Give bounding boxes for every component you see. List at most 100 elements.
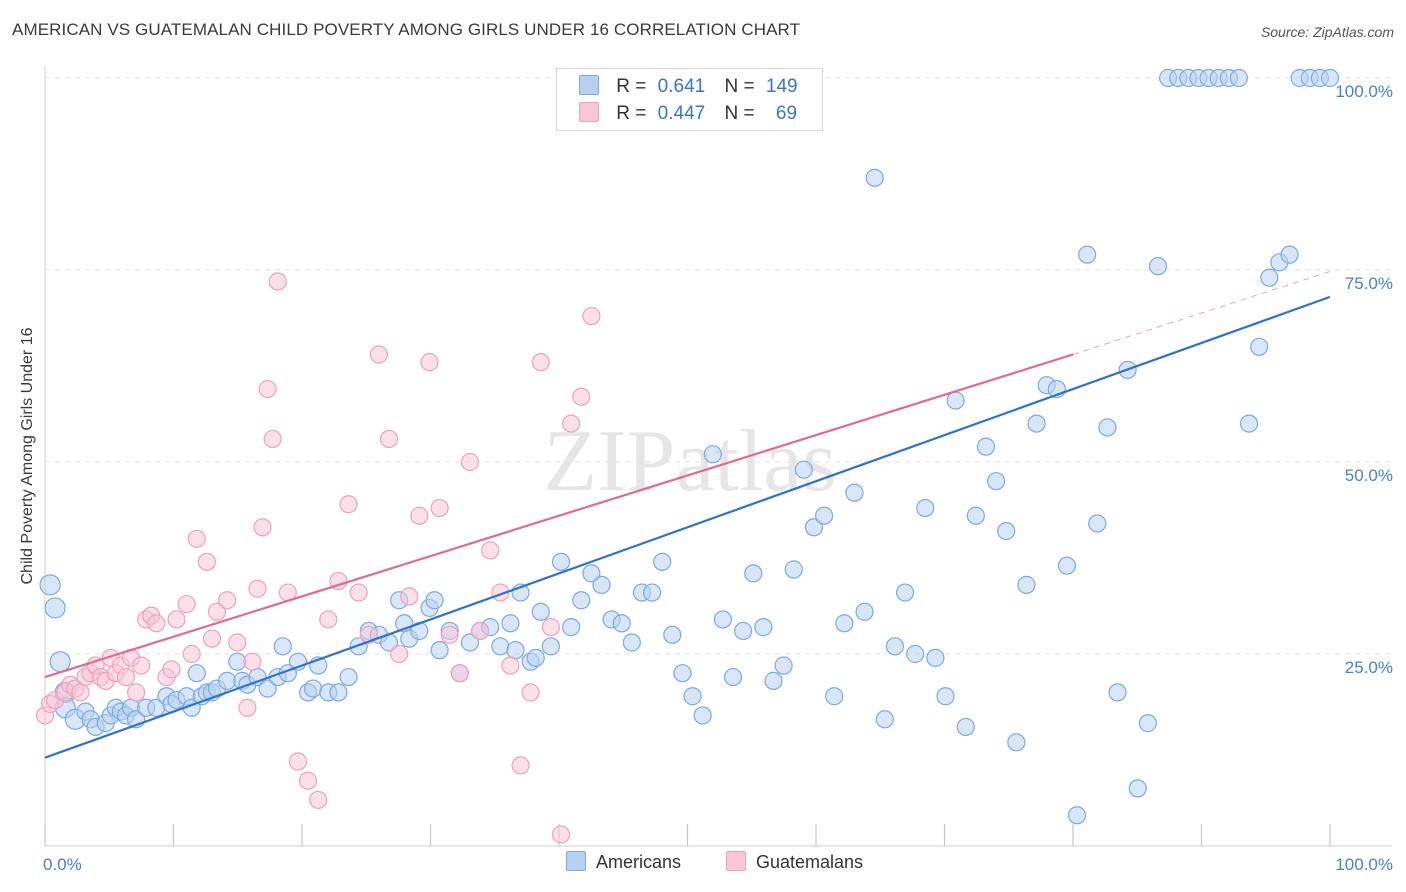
point-americans-81 (683, 687, 702, 706)
legend-row-guatemalans: R = 0.447 N = 69 (579, 102, 797, 126)
point-guatemalans-42 (298, 771, 318, 790)
point-americans-82 (693, 706, 712, 725)
legend-guatemalans-swatch (726, 851, 746, 871)
point-americans-91 (784, 560, 803, 579)
legend-row-americans: R = 0.641 N = 149 (579, 75, 798, 99)
point-americans-89 (764, 671, 783, 690)
point-americans-42 (329, 683, 348, 702)
legend-americans: Americans (566, 851, 681, 873)
point-americans-101 (885, 637, 905, 656)
trend-line-guatemalans (44, 353, 1074, 679)
grid-lines (45, 77, 1392, 655)
point-guatemalans-28 (197, 552, 216, 571)
point-guatemalans-23 (162, 660, 181, 679)
y-tick-label-0: 25.0% (1345, 658, 1393, 677)
point-americans-83 (703, 445, 722, 464)
point-americans-65 (526, 648, 545, 667)
point-guatemalans-69 (572, 387, 591, 406)
point-americans-120 (1078, 245, 1097, 264)
point-guatemalans-49 (369, 345, 388, 364)
point-guatemalans-64 (521, 683, 540, 702)
point-guatemalans-30 (207, 602, 227, 621)
point-americans-67 (541, 637, 561, 656)
point-americans-109 (966, 506, 985, 525)
point-guatemalans-37 (258, 379, 277, 399)
point-americans-95 (825, 687, 844, 706)
point-americans-100 (875, 710, 894, 729)
point-americans-121 (1088, 514, 1107, 533)
point-guatemalans-29 (202, 629, 222, 648)
point-americans-33 (258, 679, 277, 698)
point-americans-135 (1229, 68, 1249, 88)
point-americans-71 (582, 564, 601, 583)
point-americans-75 (622, 633, 641, 652)
point-americans-94 (814, 506, 834, 525)
point-americans-80 (673, 664, 692, 683)
point-americans-123 (1108, 683, 1127, 702)
point-americans-144 (1320, 68, 1340, 88)
point-guatemalans-35 (248, 579, 267, 598)
chart-source: Source: ZipAtlas.com (1260, 24, 1394, 40)
trend-line-americans (44, 295, 1331, 759)
correlation-legend: R = 0.641 N = 149 R = 0.447 N = 69 (556, 68, 823, 131)
point-americans-122 (1098, 418, 1117, 437)
legend-americans-label: Americans (596, 852, 682, 872)
point-guatemalans-55 (430, 498, 449, 518)
point-americans-105 (926, 648, 945, 667)
point-guatemalans-31 (218, 591, 237, 610)
point-guatemalans-60 (481, 541, 500, 560)
point-americans-92 (794, 460, 813, 479)
point-americans-136 (1239, 414, 1259, 433)
point-americans-118 (1057, 556, 1077, 575)
point-americans-66 (531, 602, 550, 621)
point-americans-115 (1027, 414, 1046, 433)
point-guatemalans-18 (132, 656, 151, 675)
point-guatemalans-38 (263, 429, 282, 449)
trend-lines (44, 271, 1331, 759)
point-americans-87 (744, 564, 763, 583)
point-guatemalans-58 (460, 452, 480, 472)
point-americans-112 (997, 522, 1016, 541)
point-americans-107 (946, 391, 965, 410)
point-americans-39 (304, 679, 323, 698)
point-americans-114 (1017, 575, 1036, 594)
point-americans-106 (936, 687, 955, 706)
point-americans-110 (976, 437, 996, 456)
guatemalans-n-value: 69 (775, 103, 798, 124)
americans-r-label: R = (616, 76, 647, 97)
point-guatemalans-47 (349, 583, 368, 602)
point-americans-2 (49, 651, 71, 673)
point-guatemalans-52 (400, 587, 419, 606)
point-americans-99 (865, 168, 884, 187)
americans-n-label: N = (724, 76, 755, 97)
point-guatemalans-39 (268, 272, 287, 291)
guatemalans-points (35, 272, 601, 844)
point-americans-102 (895, 583, 915, 602)
guatemalans-swatch (579, 102, 599, 122)
point-americans-140 (1280, 245, 1299, 264)
point-americans-62 (506, 641, 525, 660)
guatemalans-n-label: N = (724, 103, 755, 124)
y-tick-label-3: 100.0% (1335, 82, 1393, 101)
point-americans-23 (187, 664, 206, 683)
chart-title: AMERICAN VS GUATEMALAN CHILD POVERTY AMO… (12, 20, 801, 39)
point-americans-113 (1007, 733, 1026, 752)
point-guatemalans-68 (562, 414, 581, 433)
point-americans-61 (501, 614, 520, 633)
point-guatemalans-54 (420, 353, 439, 372)
point-guatemalans-32 (228, 633, 247, 652)
x-tick-label-0: 0.0% (43, 855, 82, 874)
point-guatemalans-51 (390, 644, 409, 664)
point-americans-97 (845, 483, 864, 502)
point-guatemalans-46 (339, 495, 358, 514)
point-americans-60 (491, 637, 510, 656)
point-americans-98 (855, 602, 874, 621)
americans-swatch (579, 75, 599, 95)
point-americans-127 (1148, 257, 1168, 276)
point-americans-108 (956, 717, 975, 737)
point-americans-126 (1138, 714, 1157, 733)
point-americans-0 (39, 574, 61, 596)
point-americans-70 (572, 591, 591, 610)
americans-n-value: 149 (765, 76, 798, 97)
